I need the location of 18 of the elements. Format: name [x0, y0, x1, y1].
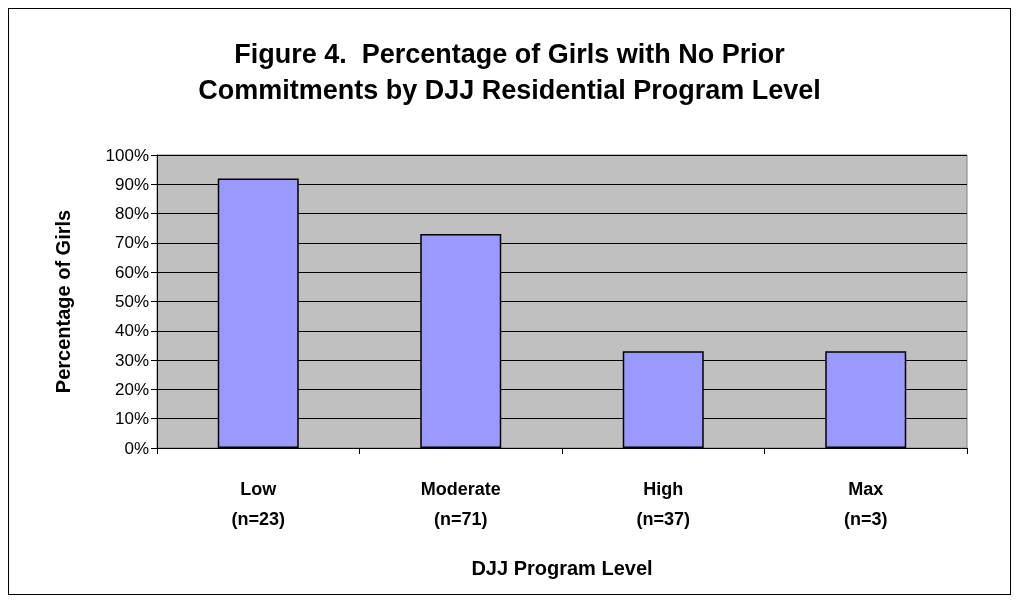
x-tick-label: Max (n=3)	[843, 479, 888, 529]
y-tick-label: 30%	[114, 350, 149, 370]
chart-title: Figure 4. Percentage of Girls with No Prior Commitments by DJJ Residential Program Level	[198, 39, 821, 105]
y-tick-label: 70%	[114, 233, 149, 253]
y-tick-label: 60%	[114, 262, 149, 282]
y-tick-label: 10%	[114, 409, 149, 429]
x-tick-label: Moderate (n=71)	[420, 479, 501, 529]
y-tick-label: 0%	[124, 438, 149, 458]
y-tick-label: 40%	[114, 321, 149, 341]
x-axis-title: DJJ Program Level	[471, 557, 653, 579]
y-tick-label: 20%	[114, 379, 149, 399]
y-tick-label: 100%	[105, 145, 149, 165]
x-tick-label: Low (n=23)	[231, 479, 286, 529]
y-tick-label: 50%	[114, 292, 149, 311]
y-axis-title: Percentage of Girls	[52, 209, 74, 394]
y-tick-label: 80%	[114, 204, 149, 224]
y-tick-label: 90%	[114, 174, 149, 194]
x-tick-label: High (n=37)	[636, 479, 691, 529]
